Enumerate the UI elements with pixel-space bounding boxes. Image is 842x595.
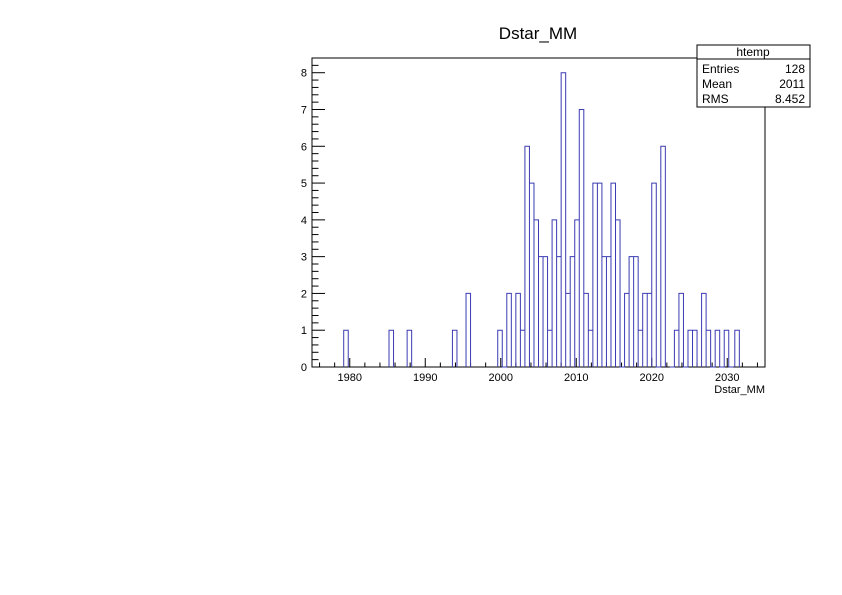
chart-title: Dstar_MM [499, 24, 577, 43]
y-tick-label: 4 [301, 215, 307, 227]
y-tick-label: 7 [301, 105, 307, 117]
y-tick-label: 8 [301, 68, 307, 80]
x-tick-label: 1990 [413, 372, 437, 384]
y-tick-label: 2 [301, 288, 307, 300]
x-tick-label: 2010 [564, 372, 588, 384]
stats-entries-value: 128 [785, 62, 805, 76]
stats-box: htemp Entries 128 Mean 2011 RMS 8.452 [696, 44, 811, 108]
y-tick-label: 0 [301, 362, 307, 374]
stats-box-title: htemp [736, 45, 770, 59]
x-tick-label: 2000 [489, 372, 513, 384]
stats-rms-label: RMS [702, 92, 729, 106]
histogram-series [343, 72, 740, 368]
y-tick-label: 1 [301, 325, 307, 337]
stats-entries-label: Entries [702, 62, 739, 76]
y-tick-label: 3 [301, 252, 307, 264]
stats-mean-value: 2011 [779, 77, 805, 91]
stats-box-frame [696, 44, 811, 108]
x-tick-label: 1980 [338, 372, 362, 384]
x-axis-title: Dstar_MM [714, 384, 765, 396]
stats-mean-label: Mean [702, 77, 732, 91]
y-tick-label: 6 [301, 141, 307, 153]
x-tick-label: 2020 [640, 372, 664, 384]
axes: 1980 1990 2000 2010 2020 2030 0 1 2 3 4 5 6 7 8 [301, 57, 758, 384]
stats-rms-value: 8.452 [775, 92, 805, 106]
x-tick-label: 2030 [715, 372, 739, 384]
y-tick-label: 5 [301, 178, 307, 190]
